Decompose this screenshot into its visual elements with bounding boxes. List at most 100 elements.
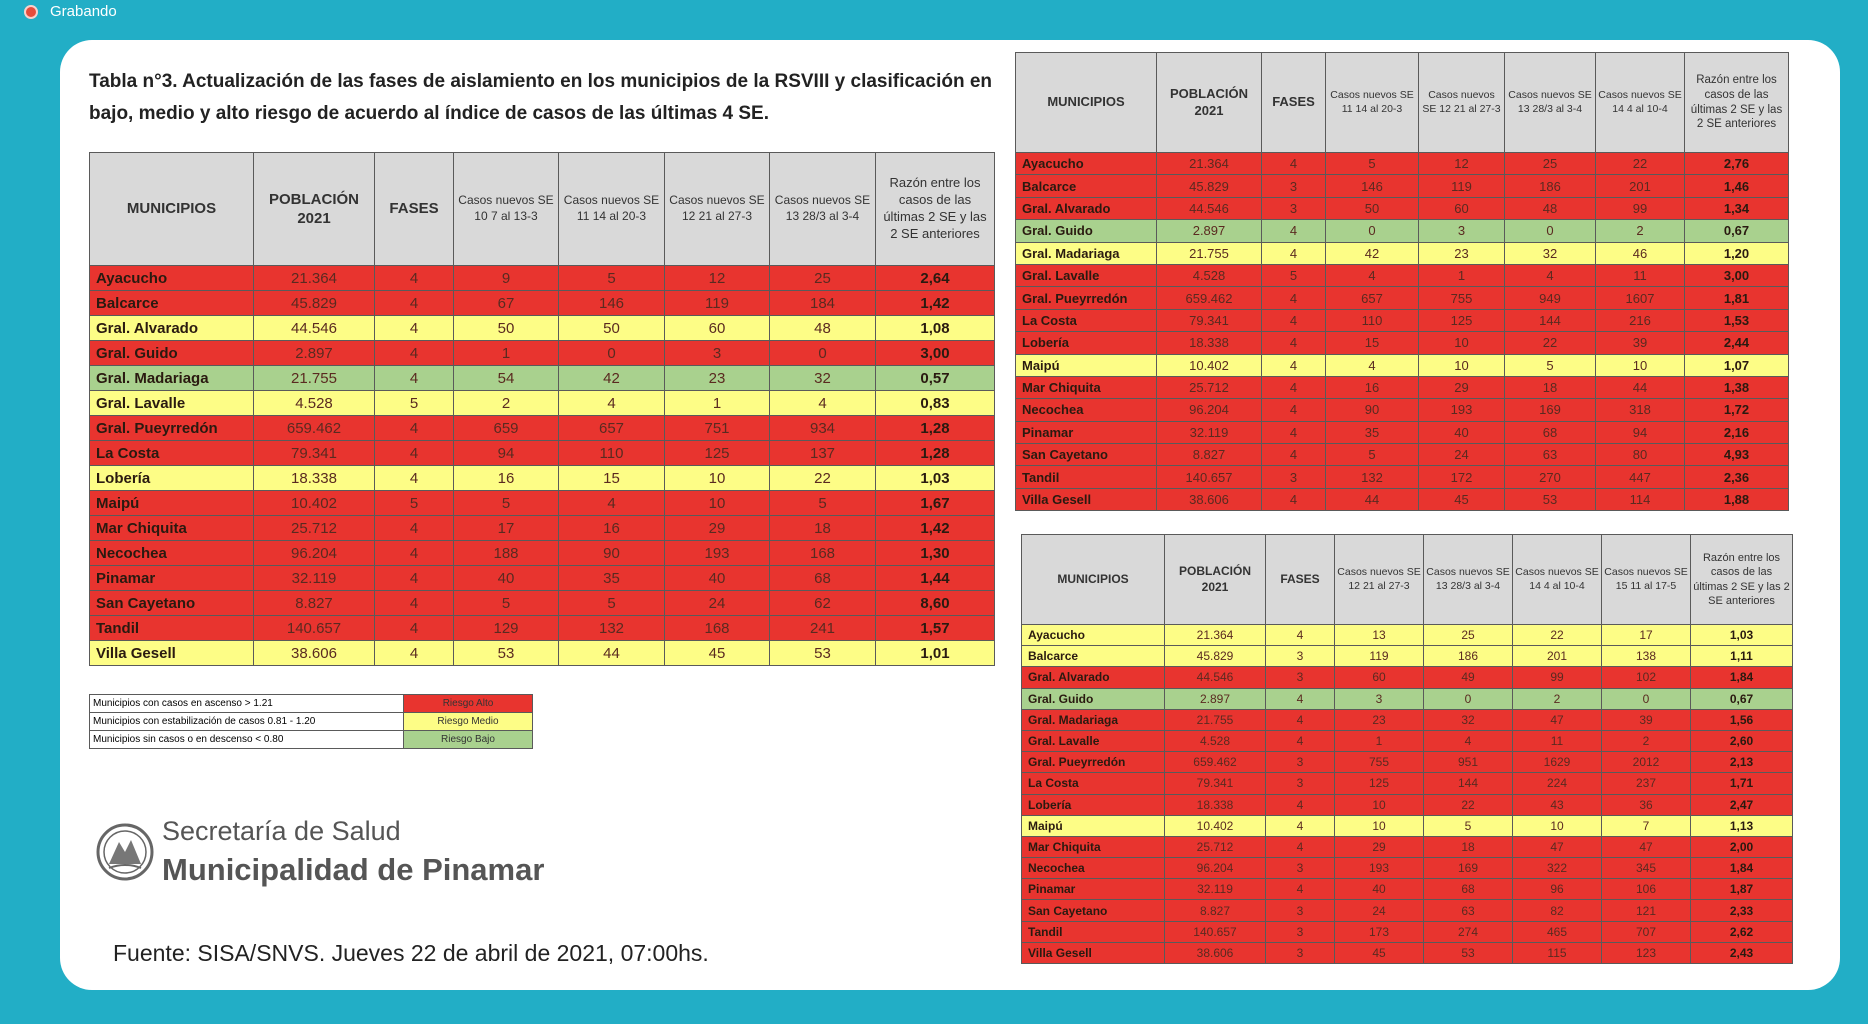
table-cell: 40 [1418, 420, 1505, 445]
table-cell: 237 [1601, 772, 1691, 795]
header-cell: Razón entre los casos de las últimas 2 S… [1690, 534, 1793, 625]
table-cell: 1,42 [875, 290, 995, 316]
legend-swatch: Riesgo Alto [403, 694, 533, 713]
table-cell: 5 [1325, 151, 1419, 176]
table-cell: 241 [769, 615, 876, 641]
table: MUNICIPIOS POBLACIÓN 2021 FASES Casos nuevo… [1015, 52, 1789, 512]
table-cell: Gral. Pueyrredón [1021, 751, 1165, 774]
table-cell: 15 [558, 465, 665, 491]
table-cell: 4 [1325, 353, 1419, 377]
table-cell: Necochea [89, 540, 254, 566]
table-cell: 18 [1423, 835, 1513, 859]
table-row: Pinamar 32.119 4 40 68 96 106 1,87 [1021, 878, 1793, 901]
table-cell: 193 [1334, 857, 1424, 880]
table-cell: Villa Gesell [89, 640, 254, 666]
table-cell: 1,03 [1690, 623, 1793, 647]
table-cell: 96.204 [1156, 398, 1262, 422]
table-cell: 224 [1512, 772, 1602, 795]
header-cell: FASES [1261, 52, 1326, 153]
table-cell: 129 [453, 615, 559, 641]
table-cell: Gral. Lavalle [1021, 729, 1165, 753]
table-cell: 125 [1334, 772, 1424, 795]
header-cell: Casos nuevos SE 11 14 al 20-3 [1325, 52, 1419, 153]
table-row: Pinamar 32.119 4 35 40 68 94 2,16 [1015, 420, 1789, 445]
table-cell: 10 [664, 490, 770, 516]
table-cell: Pinamar [1021, 878, 1165, 901]
table-cell: 4 [1265, 793, 1335, 816]
table-cell: 2,16 [1684, 420, 1789, 445]
table-cell: 82 [1512, 899, 1602, 922]
header-cell: Casos nuevos SE 12 21 al 27-3 [1334, 534, 1424, 625]
table-cell: 1,84 [1690, 857, 1793, 880]
table-cell: 0 [1601, 687, 1691, 710]
table-cell: 0,83 [875, 390, 995, 416]
table-cell: Necochea [1021, 857, 1165, 880]
table-row: San Cayetano 8.827 4 5 5 24 62 8,60 [89, 590, 995, 616]
table-cell: Balcarce [1015, 174, 1157, 198]
table-cell: 4 [1261, 353, 1326, 377]
table-cell: 45 [1418, 487, 1505, 512]
table-cell: 1,72 [1684, 398, 1789, 422]
table-cell: 4 [1261, 219, 1326, 243]
legend-row: Municipios sin casos o en descenso < 0.8… [89, 730, 533, 749]
table-row: San Cayetano 8.827 4 5 24 63 80 4,93 [1015, 443, 1789, 467]
table-cell: 4 [374, 290, 454, 316]
table-cell: 15 [1325, 331, 1419, 355]
table-cell: 132 [1325, 465, 1419, 489]
table-cell: 49 [1423, 666, 1513, 689]
table-cell: 193 [1418, 398, 1505, 422]
table-cell: 50 [453, 315, 559, 341]
table-row: Tandil 140.657 3 173 274 465 707 2,62 [1021, 920, 1793, 943]
table-cell: Lobería [1015, 331, 1157, 355]
legend-row: Municipios con estabilización de casos 0… [89, 712, 533, 731]
table-cell: 68 [1504, 420, 1596, 445]
legend-label: Municipios con casos en ascenso > 1.21 [89, 694, 404, 713]
table-cell: 18.338 [1156, 331, 1262, 355]
table-cell: 3 [1418, 219, 1505, 243]
table-cell: Villa Gesell [1015, 487, 1157, 512]
table-cell: Maipú [1021, 814, 1165, 837]
table-cell: 1,13 [1690, 814, 1793, 837]
table-cell: 447 [1595, 465, 1685, 489]
table-cell: 4 [1265, 708, 1335, 731]
table-cell: 4 [1261, 420, 1326, 445]
table-cell: 12 [1418, 151, 1505, 176]
table-cell: 40 [664, 565, 770, 591]
table-cell: 67 [453, 290, 559, 316]
table-cell: 25.712 [1164, 835, 1266, 859]
table-cell: 186 [1504, 174, 1596, 198]
table-cell: 2,43 [1690, 941, 1793, 965]
table-cell: 3 [664, 340, 770, 366]
table-row: Gral. Alvarado 44.546 3 50 60 48 99 1,34 [1015, 196, 1789, 221]
table-cell: Gral. Alvarado [1015, 196, 1157, 221]
table-cell: 2 [453, 390, 559, 416]
table-cell: 10 [1418, 353, 1505, 377]
table-cell: 169 [1504, 398, 1596, 422]
table-cell: 949 [1504, 286, 1596, 310]
table-cell: 1,84 [1690, 666, 1793, 689]
table-cell: 2 [1595, 219, 1685, 243]
table-cell: 318 [1595, 398, 1685, 422]
table-cell: 32 [1504, 241, 1596, 265]
table-cell: 1,30 [875, 540, 995, 566]
table-cell: 1,03 [875, 465, 995, 491]
table-cell: 274 [1423, 920, 1513, 943]
header-cell: Casos nuevos SE 14 4 al 10-4 [1595, 52, 1685, 153]
table-row: Gral. Alvarado 44.546 3 60 49 99 102 1,84 [1021, 666, 1793, 689]
table-row: Ayacucho 21.364 4 9 5 12 25 2,64 [89, 265, 995, 291]
table-cell: 4,93 [1684, 443, 1789, 467]
table-cell: 755 [1418, 286, 1505, 310]
table-cell: 4 [1261, 286, 1326, 310]
table-cell: 119 [1418, 174, 1505, 198]
table-cell: 659.462 [253, 415, 375, 441]
header-cell: MUNICIPIOS [89, 152, 254, 266]
header-cell: Razón entre los casos de las últimas 2 S… [1684, 52, 1789, 153]
table-body: Ayacucho 21.364 4 13 25 22 17 1,03 Balcarce 45.82… [1021, 623, 1793, 965]
table-cell: 18.338 [253, 465, 375, 491]
table-row: Maipú 10.402 5 5 4 10 5 1,67 [89, 490, 995, 516]
table-cell: 132 [558, 615, 665, 641]
table-cell: 707 [1601, 920, 1691, 943]
table-cell: 46 [1595, 241, 1685, 265]
table-cell: Gral. Guido [89, 340, 254, 366]
table-cell: 119 [664, 290, 770, 316]
